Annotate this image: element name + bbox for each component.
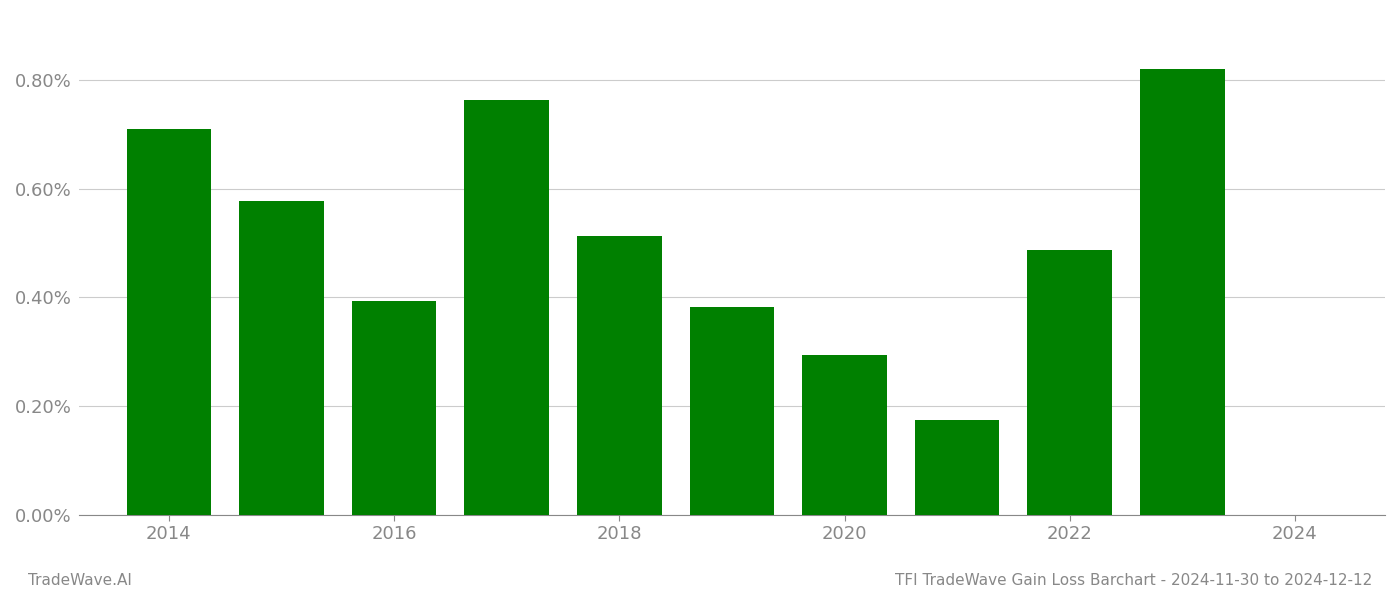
Bar [690,307,774,515]
Bar [577,236,662,515]
Bar [802,355,886,515]
Text: TFI TradeWave Gain Loss Barchart - 2024-11-30 to 2024-12-12: TFI TradeWave Gain Loss Barchart - 2024-… [895,573,1372,588]
Bar [126,129,211,515]
Bar [1028,250,1112,515]
Bar [239,201,323,515]
Bar [351,301,437,515]
Bar [914,419,1000,515]
Bar [465,100,549,515]
Text: TradeWave.AI: TradeWave.AI [28,573,132,588]
Bar [1140,70,1225,515]
